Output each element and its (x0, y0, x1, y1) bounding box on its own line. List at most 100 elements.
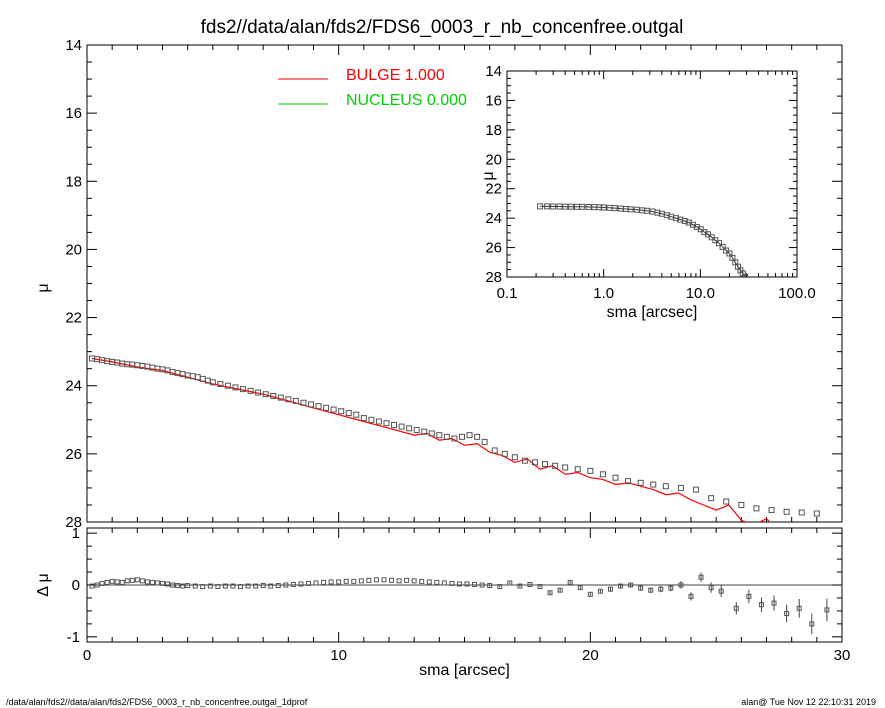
residual-data-point (149, 579, 155, 585)
inset-data-point (550, 203, 557, 210)
main-data-point (209, 379, 216, 386)
main-data-point (436, 432, 443, 439)
main-data-point (270, 392, 277, 399)
inset-y-tick-label: 16 (485, 92, 502, 109)
main-data-point (677, 484, 684, 491)
inset-data-point (596, 204, 603, 211)
main-data-point (338, 408, 345, 415)
inset-data-point (719, 243, 726, 250)
inset-x-tick-label: 0.1 (497, 285, 518, 302)
inset-y-tick-label: 14 (485, 63, 502, 80)
residual-data-point (129, 577, 135, 583)
main-data-point (481, 438, 488, 445)
inset-y-tick-label: 18 (485, 122, 502, 139)
main-data-point (443, 433, 450, 440)
main-data-point (383, 420, 390, 427)
inset-y-tick-label: 20 (485, 151, 502, 168)
main-y-tick-label: 28 (65, 514, 82, 531)
main-data-point (587, 467, 594, 474)
inset-x-tick-label: 1.0 (593, 285, 614, 302)
main-data-point (625, 478, 632, 485)
inset-x-tick-label: 10.0 (686, 285, 715, 302)
residual-data-point (497, 584, 503, 590)
residual-data-point (517, 583, 523, 589)
residual-y-tick-label: 1 (72, 525, 80, 542)
inset-data-point (627, 206, 634, 213)
residual-data-point (758, 602, 764, 608)
main-data-point (708, 495, 715, 502)
residual-data-point (298, 581, 304, 587)
inset-frame (506, 70, 798, 278)
residual-data-point (99, 580, 105, 586)
residual-data-point (688, 593, 694, 599)
main-data-point (738, 501, 745, 508)
residual-data-point (389, 577, 395, 583)
inset-data-point (742, 274, 749, 277)
residual-x-tick-label: 0 (83, 647, 91, 664)
residual-data-point (89, 583, 95, 589)
residual-data-point (557, 587, 563, 593)
inset-data-point (556, 203, 563, 210)
main-data-point (723, 498, 730, 505)
inset-data-point (654, 209, 661, 216)
residual-data-point (449, 580, 455, 586)
residual-y-axis-title: Δ μ (35, 573, 52, 596)
plot-title: fds2//data/alan/fds2/FDS6_0003_r_nb_conc… (201, 17, 684, 38)
residual-data-point (809, 621, 815, 627)
inset-data-point (579, 203, 586, 210)
inset-data-point (672, 215, 679, 222)
footer-right: alan@ Tue Nov 12 22:10:31 2019 (741, 697, 876, 707)
legend: BULGE 1.000 NUCLEUS 0.000 (278, 67, 467, 109)
residual-x-axis-title: sma [arcsec] (419, 662, 510, 679)
main-data-point (491, 447, 498, 454)
residual-data-point (230, 583, 236, 589)
residual-data-point (434, 579, 440, 585)
inset-data-point (611, 205, 618, 212)
residual-data-point (160, 580, 165, 586)
inset-data-point (600, 204, 607, 211)
inset-data-point (681, 218, 688, 225)
bulge-model-line (91, 357, 771, 522)
inset-x-axis-title: sma [arcsec] (607, 304, 698, 321)
inset-data-point (537, 203, 544, 210)
residual-data-point (784, 611, 790, 616)
residual-data-point (253, 583, 259, 589)
residual-data-point (305, 580, 311, 586)
residual-data-point (456, 581, 462, 587)
inset-data-point (677, 216, 684, 223)
residual-data-point (290, 581, 296, 587)
residual-data-point (396, 578, 402, 584)
main-data-point (552, 462, 559, 469)
residual-data-point (185, 583, 191, 589)
main-data-point (413, 427, 420, 434)
residual-data-point (678, 582, 684, 588)
main-y-tick-label: 22 (65, 310, 82, 327)
residual-data-point (268, 583, 274, 589)
residual-data-point (154, 580, 160, 586)
main-data-point (330, 406, 337, 413)
main-data-point (262, 391, 269, 398)
main-data-point (511, 454, 518, 461)
main-data-point (224, 382, 231, 389)
main-y-tick-label: 16 (65, 105, 82, 122)
residual-data-point (824, 607, 830, 613)
main-data-point (368, 416, 375, 423)
main-data-point (521, 457, 528, 464)
inset-data-point (663, 212, 670, 219)
residual-data-point (222, 583, 228, 589)
main-y-tick-label: 24 (65, 378, 82, 395)
main-data-point (217, 381, 224, 388)
residual-data-point (321, 579, 327, 585)
residual-data-point (366, 577, 372, 583)
residual-data-point (134, 577, 140, 583)
residual-data-point (479, 582, 485, 588)
inset-y-tick-label: 24 (485, 210, 502, 227)
residual-data-point (207, 583, 213, 589)
residual-data-point (411, 578, 417, 584)
residual-data-point (426, 579, 432, 585)
main-data-point (599, 471, 606, 478)
main-data-point (307, 401, 314, 408)
main-data-point (277, 394, 284, 401)
main-data-point (501, 450, 508, 457)
